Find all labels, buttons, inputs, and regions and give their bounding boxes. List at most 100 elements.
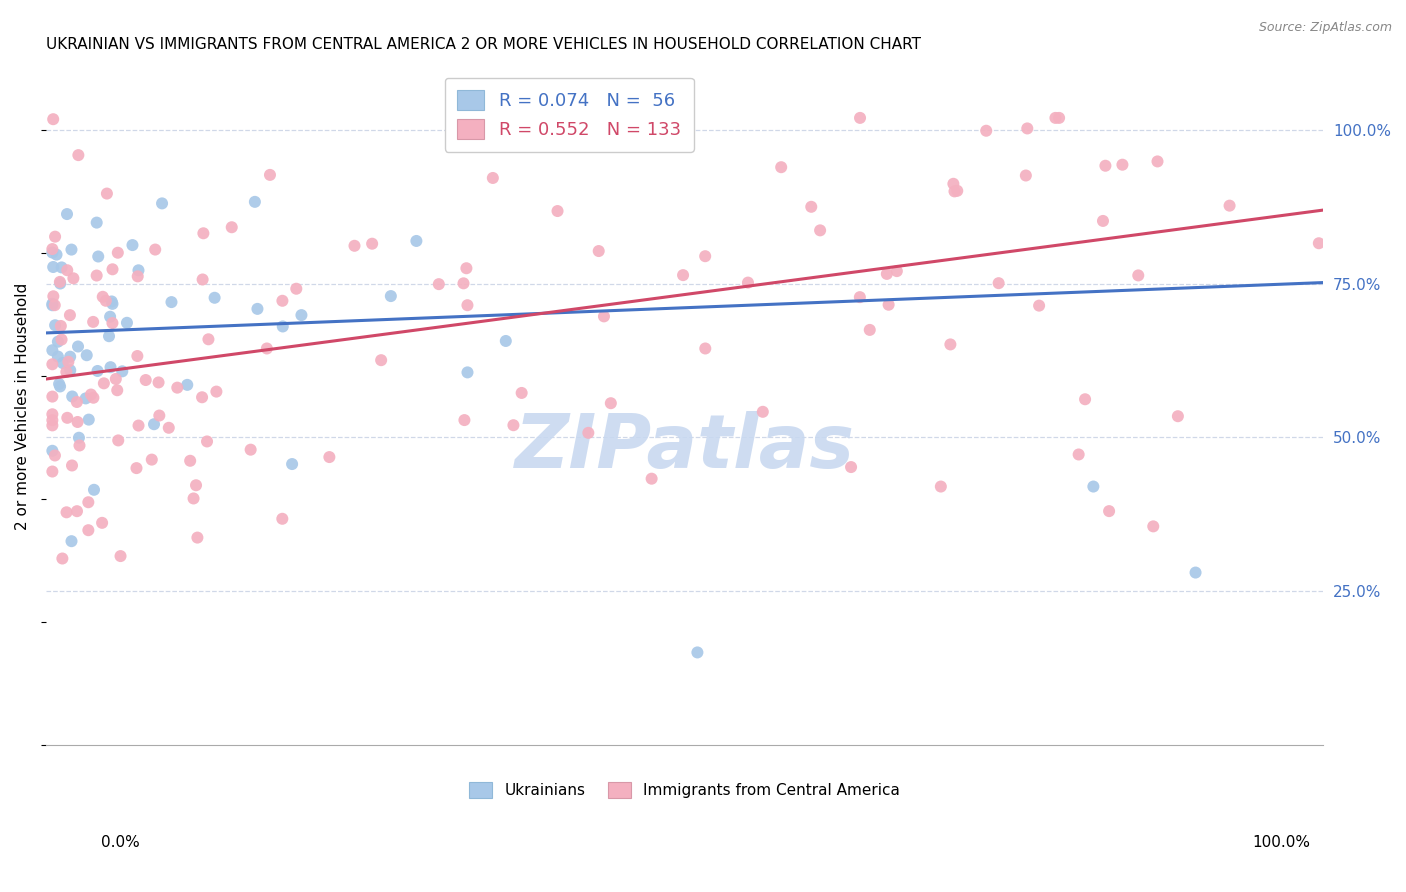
Point <box>94 293 117 308</box>
Point <box>41 242 63 256</box>
Point <box>42 289 65 303</box>
Point <box>1167 409 1189 424</box>
Point <box>1028 299 1050 313</box>
Point <box>41 245 63 260</box>
Point <box>66 339 89 353</box>
Point <box>166 381 188 395</box>
Text: Source: ZipAtlas.com: Source: ZipAtlas.com <box>1258 21 1392 34</box>
Point <box>60 389 83 403</box>
Point <box>1017 121 1039 136</box>
Point <box>127 269 149 284</box>
Point <box>184 478 207 492</box>
Point <box>547 204 569 219</box>
Point <box>221 220 243 235</box>
Point <box>141 452 163 467</box>
Point <box>737 276 759 290</box>
Point <box>987 276 1010 290</box>
Point <box>456 365 478 379</box>
Point <box>640 472 662 486</box>
Point <box>93 376 115 391</box>
Point <box>48 376 70 391</box>
Point <box>148 409 170 423</box>
Point <box>281 457 304 471</box>
Point <box>107 434 129 448</box>
Point <box>370 353 392 368</box>
Point <box>939 337 962 351</box>
Point <box>318 450 340 464</box>
Text: 100.0%: 100.0% <box>1253 836 1310 850</box>
Point <box>808 223 831 237</box>
Point <box>55 505 77 519</box>
Point <box>285 282 308 296</box>
Point <box>246 301 269 316</box>
Point <box>191 272 214 286</box>
Point <box>943 185 966 199</box>
Point <box>60 243 83 257</box>
Point <box>157 421 180 435</box>
Point <box>42 260 65 274</box>
Point <box>752 405 775 419</box>
Point <box>427 277 450 292</box>
Point <box>195 434 218 449</box>
Point <box>100 360 122 375</box>
Point <box>82 391 104 405</box>
Point <box>1098 504 1121 518</box>
Point <box>770 160 793 174</box>
Point <box>271 293 294 308</box>
Point <box>77 412 100 426</box>
Point <box>107 245 129 260</box>
Point <box>942 177 965 191</box>
Point <box>66 395 89 409</box>
Point <box>800 200 823 214</box>
Point <box>46 334 69 349</box>
Point <box>1067 448 1090 462</box>
Point <box>49 275 72 289</box>
Point <box>271 319 294 334</box>
Point <box>886 264 908 278</box>
Point <box>44 318 66 333</box>
Point <box>49 277 72 291</box>
Point <box>849 111 872 125</box>
Point <box>69 438 91 452</box>
Point <box>191 390 214 404</box>
Point <box>143 243 166 257</box>
Point <box>83 483 105 497</box>
Point <box>41 390 63 404</box>
Point <box>91 516 114 530</box>
Point <box>98 329 121 343</box>
Point <box>259 168 281 182</box>
Point <box>101 297 124 311</box>
Point <box>41 465 63 479</box>
Point <box>290 308 312 322</box>
Point <box>1045 111 1067 125</box>
Point <box>41 413 63 427</box>
Point <box>104 372 127 386</box>
Point <box>405 234 427 248</box>
Point <box>204 291 226 305</box>
Point <box>80 387 103 401</box>
Point <box>41 443 63 458</box>
Point <box>1015 169 1038 183</box>
Point <box>75 392 97 406</box>
Point <box>239 442 262 457</box>
Point <box>482 171 505 186</box>
Point <box>453 413 475 427</box>
Point <box>271 512 294 526</box>
Point <box>60 534 83 549</box>
Point <box>186 531 208 545</box>
Point <box>67 431 90 445</box>
Point <box>121 238 143 252</box>
Point <box>98 310 121 324</box>
Point <box>127 263 149 277</box>
Point <box>593 310 616 324</box>
Point <box>101 262 124 277</box>
Point <box>695 342 717 356</box>
Point <box>44 298 66 312</box>
Point <box>839 460 862 475</box>
Point <box>111 364 134 378</box>
Point <box>343 239 366 253</box>
Point <box>1091 214 1114 228</box>
Point <box>49 379 72 393</box>
Point <box>41 343 63 358</box>
Point <box>243 194 266 209</box>
